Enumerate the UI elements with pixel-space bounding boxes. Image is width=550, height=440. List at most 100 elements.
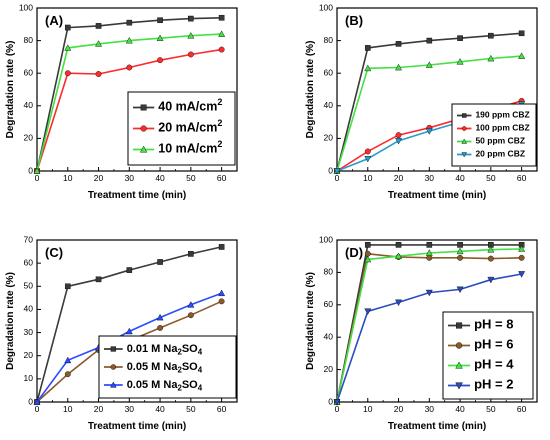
data-point <box>364 148 371 155</box>
data-point <box>456 247 464 255</box>
y-axis-label: Degradation rate (%) <box>5 41 16 139</box>
chart-panel-1: 0 20 40 60 80 100 0 10 20 30 40 50 60 Treatment time … <box>5 2 238 201</box>
legend-label-4: pH = 2 <box>474 377 513 392</box>
data-point <box>64 70 71 77</box>
data-point <box>187 32 195 39</box>
chart-panel-3: 0 10 20 30 40 50 60 70 0 10 20 30 40 50 60 Treatment ti… <box>5 234 238 432</box>
y-tick-label: 100 <box>19 2 33 12</box>
x-axis-label: Treatment time (min) <box>88 421 186 432</box>
y-tick-label: 80 <box>324 35 334 45</box>
y-tick-label: 20 <box>24 133 34 143</box>
data-point <box>457 254 464 261</box>
data-point <box>95 71 102 77</box>
data-point <box>364 64 372 72</box>
y-tick-label: 60 <box>24 257 34 267</box>
y-tick-label: 20 <box>324 133 334 143</box>
data-point <box>218 14 225 21</box>
legend-swatch-marker <box>455 361 463 369</box>
x-tick-label: 50 <box>486 404 496 414</box>
data-point <box>456 58 464 65</box>
y-axis-label: Degradation rate (%) <box>305 272 316 370</box>
data-point <box>187 301 195 308</box>
data-point <box>64 24 71 31</box>
y-tick-label: 20 <box>324 364 334 374</box>
y-tick-label: 60 <box>324 67 334 77</box>
legend-swatch-marker <box>455 322 463 329</box>
data-point <box>125 36 133 44</box>
x-tick-label: 10 <box>63 173 73 183</box>
legend-label-2: 0.05 M Na2SO4 <box>127 361 203 374</box>
data-point <box>395 252 402 259</box>
y-tick-label: 80 <box>24 35 34 45</box>
legend-label-4: 20 ppm CBZ <box>475 149 525 159</box>
legend-swatch-marker <box>140 104 147 111</box>
y-tick-label: 20 <box>24 350 34 360</box>
data-point <box>364 242 371 248</box>
data-point <box>425 128 433 135</box>
x-tick-label: 30 <box>125 404 135 414</box>
data-point <box>518 271 526 278</box>
data-point <box>126 267 133 273</box>
legend: pH = 8 pH = 6 pH = 4 pH = 2 <box>442 311 534 400</box>
data-point <box>95 40 102 47</box>
y-tick-label: 0 <box>28 396 33 406</box>
data-point <box>126 64 133 71</box>
x-tick-label: 20 <box>394 173 404 183</box>
x-tick-label: 20 <box>394 404 404 414</box>
data-point <box>125 327 133 335</box>
data-point <box>425 61 433 68</box>
y-tick-label: 70 <box>24 234 34 244</box>
y-tick-label: 40 <box>24 304 34 314</box>
legend-label-3: 10 mA/cm2 <box>158 140 222 156</box>
chart-panel-4: 0 20 40 60 80 100 0 10 20 30 40 50 60 Treatment time … <box>305 234 538 432</box>
x-tick-label: 60 <box>517 173 527 183</box>
y-tick-label: 60 <box>24 67 34 77</box>
data-point <box>518 254 525 261</box>
plot-frame <box>336 7 538 172</box>
y-tick-label: 0 <box>28 165 33 175</box>
data-point <box>188 251 194 257</box>
legend-swatch-marker <box>461 138 467 144</box>
data-point <box>218 46 225 53</box>
x-tick-label: 10 <box>363 173 373 183</box>
x-tick-label: 40 <box>155 404 165 414</box>
legend-swatch-marker <box>461 126 467 131</box>
data-point <box>157 17 163 24</box>
x-tick-label: 60 <box>217 404 227 414</box>
x-tick-label: 0 <box>335 173 340 183</box>
y-axis-label: Degradation rate (%) <box>5 272 16 370</box>
data-point <box>518 52 526 59</box>
y-tick-label: 40 <box>324 100 334 110</box>
data-point <box>218 289 226 297</box>
legend-swatch-marker <box>110 346 116 352</box>
data-point <box>333 168 341 175</box>
plot-frame <box>36 7 238 172</box>
x-tick-label: 50 <box>186 404 196 414</box>
data-point <box>487 255 494 262</box>
legend: 0.01 M Na2SO4 0.05 M Na2SO4 0.05 M Na2SO4 <box>98 335 237 399</box>
legend-swatch-marker <box>110 381 117 388</box>
data-point <box>395 299 402 307</box>
data-point <box>364 45 371 51</box>
data-point <box>218 30 226 37</box>
y-tick-label: 0 <box>328 165 333 175</box>
x-axis-label: Treatment time (min) <box>388 421 486 432</box>
data-point <box>395 132 402 139</box>
data-point <box>364 155 372 163</box>
data-point <box>487 54 495 62</box>
panel-label: (C) <box>45 245 63 260</box>
x-tick-label: 20 <box>94 404 104 414</box>
chart-panel-2: 0 20 40 60 80 100 0 10 20 30 40 50 60 Treatment time … <box>305 2 538 201</box>
legend-label-1: pH = 8 <box>474 317 513 332</box>
data-point <box>95 23 102 29</box>
data-point <box>425 249 433 256</box>
legend-swatch-marker <box>461 152 467 158</box>
y-tick-label: 40 <box>324 331 334 341</box>
x-axis-label: Treatment time (min) <box>88 190 186 201</box>
data-point <box>156 34 164 41</box>
data-point <box>364 255 372 263</box>
data-point <box>188 15 194 22</box>
data-point <box>395 63 402 71</box>
legend-label-2: 20 mA/cm2 <box>158 119 222 135</box>
